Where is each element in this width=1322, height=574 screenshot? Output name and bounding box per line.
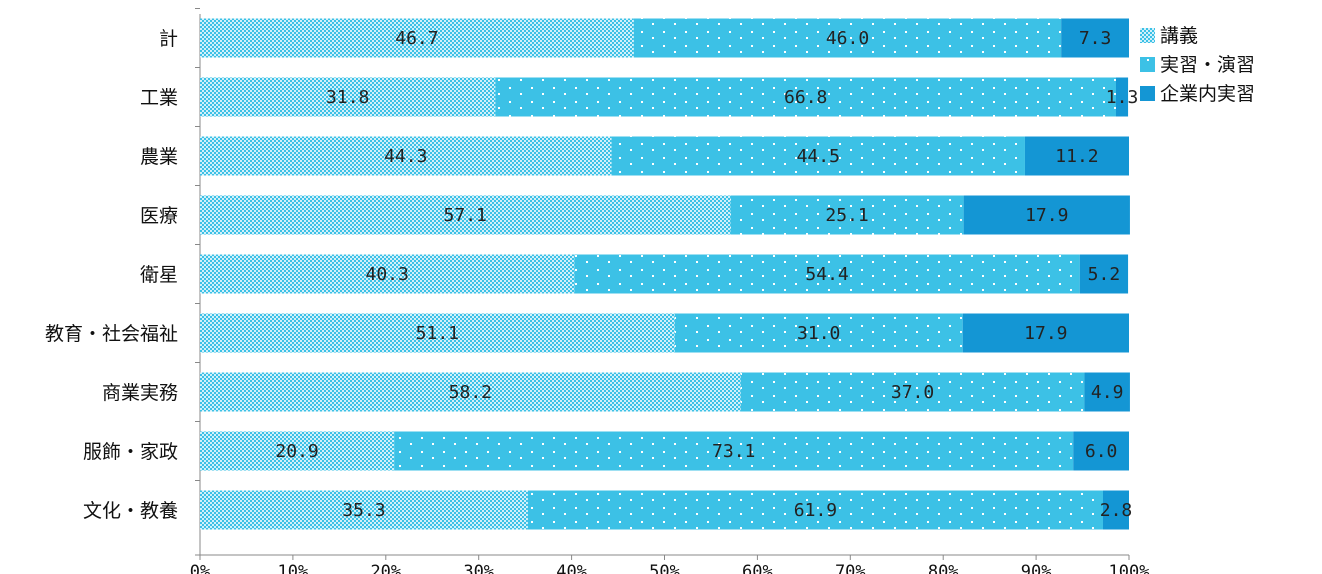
- data-label: 61.9: [794, 500, 837, 521]
- bar-segment: [674, 313, 963, 353]
- x-tick-label: 60%: [742, 562, 773, 574]
- bar-segment: [200, 18, 634, 58]
- data-label: 54.4: [805, 264, 848, 285]
- bar-segment: [1084, 372, 1130, 412]
- category-label: 医療: [140, 205, 178, 227]
- data-label: 66.8: [784, 87, 827, 108]
- bars: [200, 18, 1130, 530]
- data-label: 46.7: [395, 28, 438, 49]
- bar-segment: [200, 372, 741, 412]
- data-label: 44.3: [384, 146, 427, 167]
- data-label: 46.0: [826, 28, 869, 49]
- data-label: 40.3: [366, 264, 409, 285]
- bar-segment: [394, 431, 1074, 471]
- data-label: 20.9: [275, 441, 318, 462]
- data-label: 35.3: [342, 500, 385, 521]
- category-label: 服飾・家政: [83, 441, 178, 463]
- bar-segment: [1115, 77, 1129, 117]
- x-tick-label: 10%: [278, 562, 309, 574]
- data-label: 37.0: [891, 382, 934, 403]
- category-label: 商業実務: [102, 382, 178, 404]
- bar-segment: [611, 136, 1025, 176]
- x-tick-label: 0%: [190, 562, 210, 574]
- data-label: 57.1: [444, 205, 487, 226]
- bar-segment: [740, 372, 1085, 412]
- category-label: 計: [159, 28, 178, 50]
- bar-segment: [200, 431, 395, 471]
- bar-segment: [495, 77, 1116, 117]
- data-label: 17.9: [1025, 205, 1068, 226]
- data-label: 1.3: [1106, 87, 1139, 108]
- bar-segment: [633, 18, 1062, 58]
- x-tick-label: 50%: [649, 562, 680, 574]
- data-label: 7.3: [1079, 28, 1112, 49]
- category-label: 文化・教養: [83, 500, 178, 522]
- x-tick-label: 90%: [1021, 562, 1052, 574]
- axes: 0% 10% 20% 30% 40% 50% 60% 70% 80% 90% 100% 計工業農業医療…: [45, 8, 1150, 574]
- data-labels: 46.7 46.0 7.3 31.8 66.8 1.3 44.3 44.5 11.2 57.1 25…: [275, 28, 1138, 521]
- bar-segment: [200, 254, 575, 294]
- category-label: 教育・社会福祉: [45, 323, 178, 345]
- data-label: 44.5: [797, 146, 840, 167]
- x-tick-label: 70%: [835, 562, 866, 574]
- bar-segment: [200, 195, 731, 235]
- legend-label: 実習・演習: [1160, 54, 1255, 76]
- data-label: 17.9: [1024, 323, 1067, 344]
- legend-label: 企業内実習: [1160, 83, 1255, 105]
- bar-segment: [200, 77, 496, 117]
- bar-segment: [962, 313, 1129, 353]
- data-label: 4.9: [1091, 382, 1124, 403]
- legend-swatch: [1140, 28, 1155, 43]
- data-label: 58.2: [449, 382, 492, 403]
- data-label: 51.1: [416, 323, 459, 344]
- bar-segment: [963, 195, 1130, 235]
- bar-segment: [1024, 136, 1129, 176]
- data-label: 25.1: [825, 205, 868, 226]
- x-tick-label: 100%: [1109, 562, 1150, 574]
- data-label: 31.8: [326, 87, 369, 108]
- data-label: 11.2: [1055, 146, 1098, 167]
- category-label: 衛星: [140, 264, 178, 286]
- data-label: 5.2: [1088, 264, 1121, 285]
- category-label: 農業: [140, 146, 178, 168]
- bar-segment: [200, 490, 528, 530]
- bar-segment: [200, 136, 612, 176]
- bar-segment: [574, 254, 1080, 294]
- bar-segment: [730, 195, 964, 235]
- data-label: 2.8: [1100, 500, 1133, 521]
- bar-segment: [527, 490, 1103, 530]
- data-label: 73.1: [712, 441, 755, 462]
- legend-swatch: [1140, 86, 1155, 101]
- x-tick-label: 80%: [928, 562, 959, 574]
- legend-label: 講義: [1160, 25, 1198, 47]
- data-label: 6.0: [1085, 441, 1118, 462]
- bar-segment: [1061, 18, 1129, 58]
- x-tick-label: 30%: [463, 562, 494, 574]
- x-tick-label: 20%: [370, 562, 401, 574]
- x-tick-label: 40%: [556, 562, 587, 574]
- category-label: 工業: [140, 87, 178, 109]
- bar-segment: [1073, 431, 1129, 471]
- legend-swatch: [1140, 57, 1155, 72]
- bar-segment: [1102, 490, 1129, 530]
- data-label: 31.0: [797, 323, 840, 344]
- bar-segment: [1079, 254, 1129, 294]
- bar-segment: [200, 313, 675, 353]
